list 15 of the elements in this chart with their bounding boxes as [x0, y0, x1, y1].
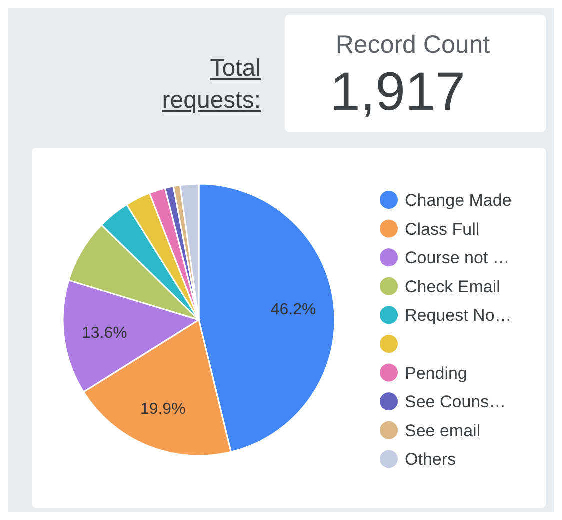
data-label: 46.2%: [270, 301, 316, 318]
legend-label: Others: [405, 450, 456, 470]
legend-label: Request No…: [405, 306, 512, 326]
text: Record Count: [336, 31, 490, 59]
legend-label: Change Made: [405, 190, 512, 210]
data-label: 19.9%: [140, 400, 186, 418]
legend-label: Class Full: [405, 220, 480, 239]
legend-label: Pending: [405, 364, 468, 383]
data-label: 13.6%: [82, 325, 128, 342]
legend-label: See email: [405, 421, 481, 440]
legend-label: Course not …: [405, 248, 510, 268]
legend-label: See Couns…: [405, 392, 506, 412]
text: 1,917: [330, 62, 466, 122]
text: Total requests:: [162, 55, 261, 114]
legend-label: Check Email: [405, 277, 500, 296]
